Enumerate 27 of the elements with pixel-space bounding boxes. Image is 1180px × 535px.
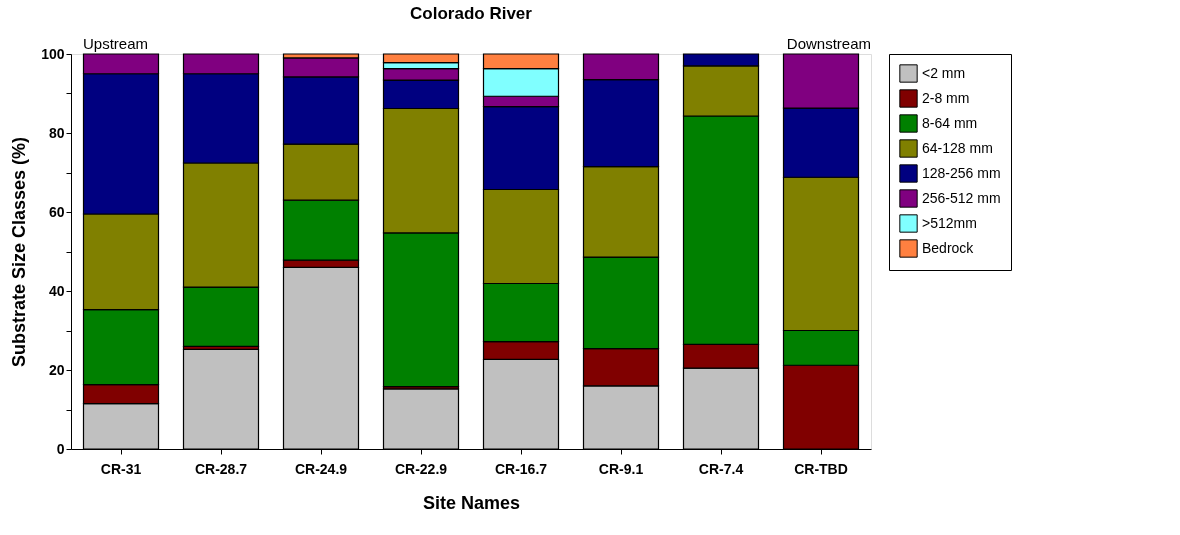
y-tick-label: 20 [48, 361, 65, 378]
y-axis-title: Substrate Size Classes (%) [9, 136, 30, 368]
x-tick-label: CR-31 [100, 460, 142, 477]
text: Upstream [83, 35, 149, 52]
y-tick-label: 100 [41, 45, 65, 62]
y-tick-label: 60 [48, 203, 65, 220]
legend-label: 64-128 mm [922, 139, 993, 156]
y-tick-label: 0 [56, 440, 65, 457]
legend-label: 8-64 mm [922, 114, 978, 131]
x-tick-label: CR-TBD [794, 460, 848, 477]
x-axis-title: Site Names [422, 492, 521, 513]
legend-label: Bedrock [922, 239, 975, 256]
legend-label: 2-8 mm [922, 89, 970, 106]
legend-label: <2 mm [922, 64, 966, 81]
legend-label: >512mm [922, 214, 977, 231]
text: Downstream [786, 35, 871, 52]
x-tick-label: CR-7.4 [698, 460, 744, 477]
x-tick-label: CR-9.1 [598, 460, 644, 477]
chart-title: Colorado River [410, 4, 533, 23]
legend-label: 256-512 mm [922, 189, 1001, 206]
x-tick-label: CR-24.9 [294, 460, 348, 477]
x-tick-label: CR-22.9 [394, 460, 448, 477]
legend-label: 128-256 mm [922, 164, 1001, 181]
x-tick-label: CR-16.7 [494, 460, 548, 477]
y-tick-label: 40 [48, 282, 65, 299]
y-tick-label: 80 [48, 124, 65, 141]
x-tick-label: CR-28.7 [194, 460, 248, 477]
